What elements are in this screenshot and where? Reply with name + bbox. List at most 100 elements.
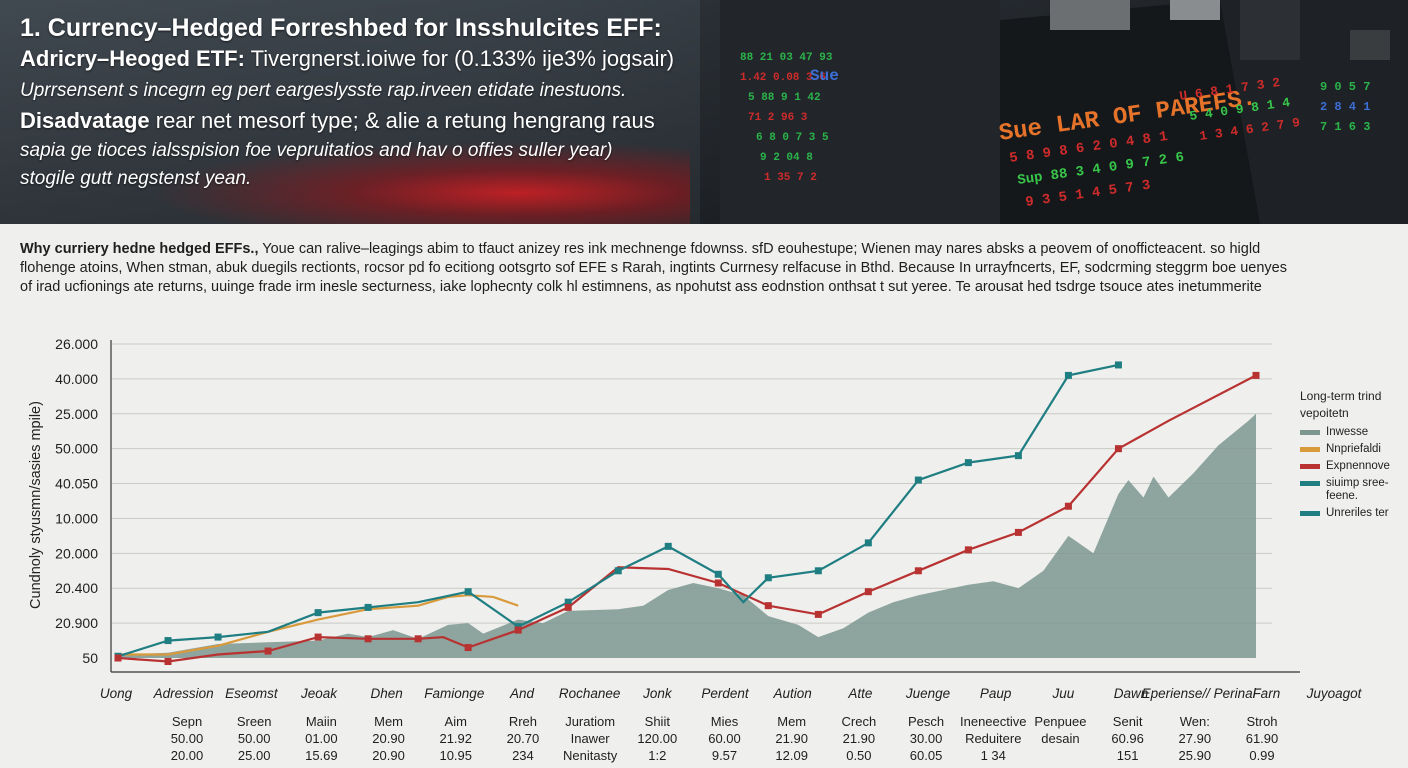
y-axis-title: Cundnoly styusmn/sasies mpile): [28, 401, 44, 609]
data-point: [365, 635, 372, 642]
y-tick-label: 20.400: [55, 580, 98, 596]
data-point: [265, 648, 272, 655]
x-tick-label: Famionge: [424, 686, 484, 701]
svg-text:9 2 04 8: 9 2 04 8: [760, 152, 813, 164]
table-cell: Senit: [1113, 714, 1143, 729]
data-point: [765, 602, 772, 609]
table-cell: Inawer: [571, 731, 611, 746]
legend-swatch: [1300, 511, 1320, 516]
data-point: [715, 579, 722, 586]
data-point: [815, 611, 822, 618]
table-cell: 25.00: [238, 748, 271, 763]
svg-text:Sue: Sue: [810, 67, 839, 85]
table-cell: Sreen: [237, 714, 272, 729]
data-point: [715, 571, 722, 578]
x-tick-label: Dhen: [371, 686, 403, 701]
hero-title: 1. Currency–Hedged Forreshbed for Insshu…: [20, 14, 669, 43]
data-point: [865, 588, 872, 595]
data-point: [1115, 361, 1122, 368]
svg-text:1 35 7 2: 1 35 7 2: [764, 172, 817, 184]
table-cell: Penpuee: [1034, 714, 1086, 729]
table-cell: Mem: [777, 714, 806, 729]
legend-item: siuimp sree- feene.: [1300, 477, 1408, 503]
series-area-inwesse: [118, 414, 1256, 658]
table-cell: Aim: [445, 714, 467, 729]
data-point: [465, 588, 472, 595]
legend-item: Expnennove: [1300, 460, 1408, 473]
hero-advantage-text: Tivergnerst.ioiwe for (0.133% ije3% jogs…: [245, 46, 674, 71]
area-layer: [118, 414, 1256, 658]
legend-label: siuimp sree- feene.: [1326, 477, 1408, 503]
data-point: [915, 567, 922, 574]
y-tick-label: 25.000: [55, 406, 98, 422]
data-point: [315, 609, 322, 616]
y-tick-label: 10.000: [55, 510, 98, 526]
data-point: [465, 644, 472, 651]
table-cell: Wen:: [1180, 714, 1210, 729]
table-cell: 1:2: [648, 748, 666, 763]
data-point: [1065, 503, 1072, 510]
svg-text:9 0 5 7: 9 0 5 7: [1320, 80, 1370, 94]
explanation-paragraph: Why curriery hedne hedged EFFs., Youe ca…: [20, 240, 1390, 297]
x-tick-label: Juenge: [905, 686, 950, 701]
x-tick-label: Paup: [980, 686, 1012, 701]
y-tick-label: 20.000: [55, 545, 98, 561]
svg-text:71 2 96 3: 71 2 96 3: [748, 112, 808, 124]
data-point: [865, 539, 872, 546]
y-tick-label: 20.900: [55, 615, 98, 631]
table-cell: 151: [1117, 748, 1139, 763]
x-tick-label: Juu: [1051, 686, 1074, 701]
table-cell: 12.09: [775, 748, 808, 763]
legend-swatch: [1300, 430, 1320, 435]
hero-line-advantage: Adricry–Heoged ETF: Tivergnerst.ioiwe fo…: [20, 46, 674, 72]
data-point: [215, 634, 222, 641]
x-tick-labels: Uong Adression Eseomst Jeoak Dhen Famionge And…: [100, 686, 1363, 701]
stock-ticker-board-image: 88 21 03 47 93 1.42 0.08 3.6 5 88 9 1 42…: [700, 0, 1408, 224]
paragraph-line-2: flohenge atoins, When stman, abuk duegil…: [20, 259, 1390, 278]
legend-label: Unreriles ter: [1326, 507, 1389, 520]
paragraph-line-1-text: Youe can ralive–leagings abim to tfauct …: [259, 241, 1261, 257]
data-point: [615, 567, 622, 574]
hero-disadvantage-text: rear net mesorf type; & alie a retung he…: [150, 108, 655, 133]
hero-banner: 88 21 03 47 93 1.42 0.08 3.6 5 88 9 1 42…: [0, 0, 1408, 224]
table-cell: 20.70: [507, 731, 540, 746]
data-point: [365, 604, 372, 611]
table-cell: Mem: [374, 714, 403, 729]
table-cell: Pesch: [908, 714, 944, 729]
table-cell: Stroh: [1246, 714, 1277, 729]
data-point: [1015, 529, 1022, 536]
svg-text:7 1 6 3: 7 1 6 3: [1320, 120, 1370, 134]
data-point: [565, 604, 572, 611]
x-tick-label: Perdent: [701, 686, 750, 701]
x-tick-label: Juyoagot: [1306, 686, 1363, 701]
table-cell: 120.00: [637, 731, 677, 746]
hero-line-disadvantage: Disadvatage rear net mesorf type; & alie…: [20, 108, 655, 134]
data-point: [165, 637, 172, 644]
data-point: [965, 546, 972, 553]
table-cell: 21.90: [775, 731, 808, 746]
legend-item: Nnpriefaldi: [1300, 443, 1408, 456]
table-cell: 20.90: [372, 748, 405, 763]
table-cell: 21.92: [439, 731, 472, 746]
table-cell: 20.90: [372, 731, 405, 746]
data-point: [165, 658, 172, 665]
x-tick-label: Atte: [847, 686, 872, 701]
legend-label: Expnennove: [1326, 460, 1390, 473]
table-cell: 0.50: [846, 748, 871, 763]
data-point: [515, 627, 522, 634]
x-tick-label: Jeoak: [300, 686, 338, 701]
table-cell: Nenitasty: [563, 748, 618, 763]
data-point: [665, 543, 672, 550]
table-cell: 1 34: [981, 748, 1006, 763]
table-cell: desain: [1041, 731, 1079, 746]
y-tick-label: 26.000: [55, 336, 98, 352]
svg-text:5 88 9 1 42: 5 88 9 1 42: [748, 92, 821, 104]
svg-text:88 21 03 47 93: 88 21 03 47 93: [740, 52, 833, 64]
data-point: [1115, 445, 1122, 452]
x-tick-label: Eperiense// Perinal: [1142, 686, 1257, 701]
x-tick-label: Farn: [1252, 686, 1280, 701]
table-cell: 60.05: [910, 748, 943, 763]
x-tick-label: Adression: [153, 686, 214, 701]
legend: Long-term trind vepoitetn Inwesse Nnprief…: [1300, 388, 1408, 520]
table-cell: 15.69: [305, 748, 338, 763]
